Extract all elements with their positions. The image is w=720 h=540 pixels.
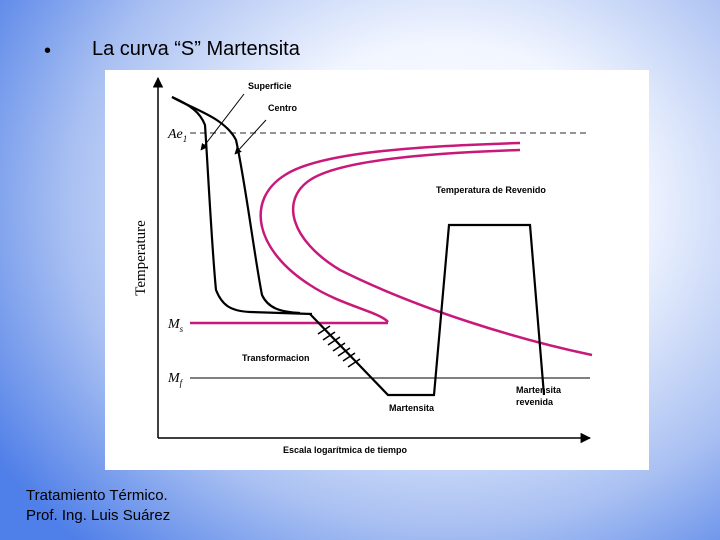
y-axis-label: Temperature [133,220,149,296]
mf-label: Mf [167,371,184,388]
surface-curve [171,95,313,316]
label: Temperatura de Revenido [436,185,546,195]
ms-main: M [167,317,181,332]
footer-line: Prof. Ing. Luis Suárez [26,507,171,524]
mf-main: M [167,371,181,386]
footer-line: Tratamiento Térmico. [26,487,168,504]
bullet: • [44,40,52,62]
cooling-tempering-path [309,223,546,397]
label: Martensita [516,385,562,395]
ms-label: Ms [167,317,184,334]
ae1-label: Ae1 [167,127,187,144]
label: Martensita [389,403,435,413]
slide-title: La curva “S” Martensita [92,38,300,60]
finish-curve [292,148,593,357]
label: Transformacion [242,353,310,363]
figure-background [105,70,649,470]
ms-sub: s [180,324,184,334]
footer: Tratamiento Térmico. Prof. Ing. Luis Suá… [26,486,170,526]
center-arrow [234,119,267,155]
label: Centro [268,103,298,113]
label: revenida [516,397,554,407]
x-axis-label: Escala logarítmica de tiempo [283,445,408,455]
mf-sub: f [180,378,184,388]
center-curve [171,96,301,315]
hatch [317,325,361,368]
surface-arrow [200,93,245,151]
ae1-main: Ae [167,127,183,142]
label: Superficie [248,81,292,91]
start-curve [259,141,521,323]
ae1-sub: 1 [183,134,188,144]
